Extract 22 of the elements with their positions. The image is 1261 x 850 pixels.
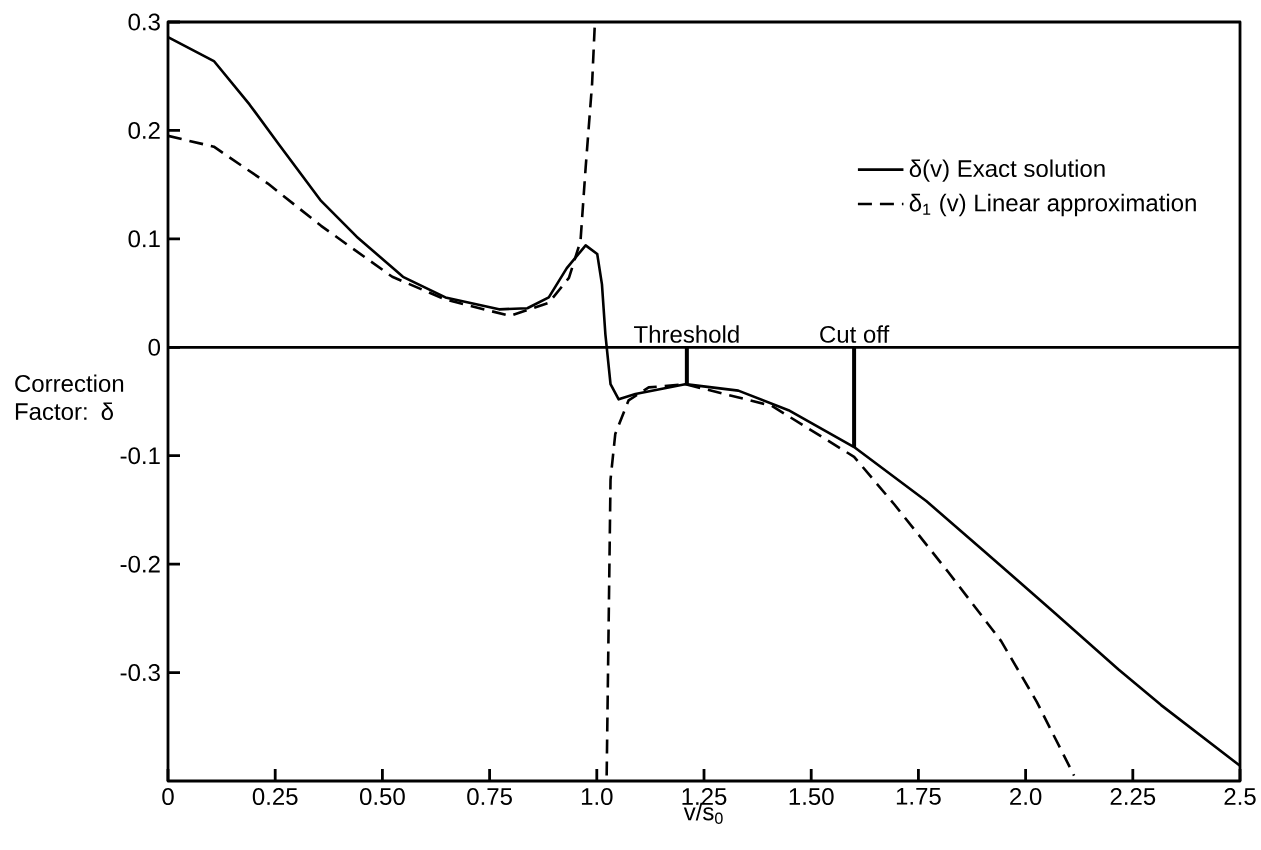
y-tick-label: 0.1 xyxy=(128,230,160,248)
y-tick-label: 0.2 xyxy=(128,121,160,139)
y-axis-title: Correction Factor: δ xyxy=(15,374,124,421)
y-tick-label: -0.1 xyxy=(120,447,160,465)
y-tick-label: -0.3 xyxy=(120,664,160,682)
y-tick-label: 0.3 xyxy=(128,13,160,31)
x-tick-label: 2.5 xyxy=(1224,788,1256,806)
legend-label: δ$_{1}$ (v) Linear approximation xyxy=(909,193,1196,217)
annotation: Threshold xyxy=(634,325,739,343)
x-tick-label: 0 xyxy=(162,788,174,806)
x-tick-label: 2.25 xyxy=(1110,788,1156,806)
annotation: Cut off xyxy=(820,325,890,343)
x-tick-label: 1.50 xyxy=(789,788,834,806)
x-tick-label: 0.75 xyxy=(467,788,512,806)
x-tick-label: 1.0 xyxy=(581,788,613,806)
legend-label: δ(v) Exact solution xyxy=(909,159,1105,182)
y-tick-label: -0.2 xyxy=(120,555,160,573)
x-tick-label: 1.75 xyxy=(896,788,941,805)
x-tick-label: 0.25 xyxy=(252,788,298,806)
y-tick-label: 0 xyxy=(148,338,161,356)
x-tick-label: 2.0 xyxy=(1010,788,1042,806)
x-tick-label: 0.50 xyxy=(359,788,405,806)
